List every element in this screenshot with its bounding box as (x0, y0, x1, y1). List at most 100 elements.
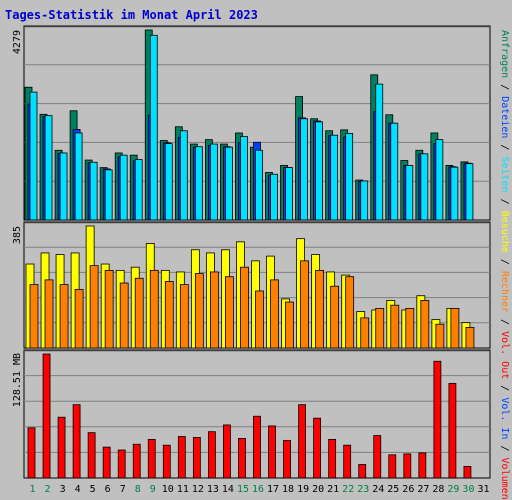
rechner-bar-day-30 (465, 327, 475, 349)
day-label-26: 26 (402, 484, 414, 495)
day-label-6: 6 (105, 484, 111, 495)
volumen-bar-day-6 (102, 446, 111, 479)
day-label-28: 28 (432, 484, 444, 495)
day-label-25: 25 (387, 484, 399, 495)
volumen-bar-day-5 (87, 432, 96, 479)
rechner-bar-day-14 (225, 276, 234, 349)
volumen-bar-day-8 (132, 443, 141, 479)
day-label-30: 30 (462, 484, 474, 495)
seiten-bar-day-15 (240, 136, 248, 221)
volumen-bar-day-25 (388, 454, 397, 479)
day-label-13: 13 (207, 484, 219, 495)
legend-item: Anfragen (499, 30, 510, 78)
legend-item: Vol. In (499, 397, 510, 439)
legend-separator: / (499, 313, 510, 331)
volumen-bar-day-1 (27, 427, 36, 479)
seiten-bar-day-9 (149, 34, 158, 221)
panel-volume (23, 349, 491, 479)
volumen-bar-day-4 (72, 404, 81, 479)
day-label-22: 22 (342, 484, 354, 495)
volumen-bar-day-14 (223, 424, 231, 479)
seiten-bar-day-18 (285, 167, 293, 221)
seiten-bar-day-1 (29, 91, 38, 221)
day-label-17: 17 (267, 484, 279, 495)
rechner-bar-day-23 (360, 317, 370, 349)
volumen-bar-day-3 (57, 416, 66, 479)
seiten-bar-day-5 (89, 161, 98, 221)
day-label-9: 9 (150, 484, 156, 495)
rechner-bar-day-3 (59, 284, 69, 349)
volumen-bar-day-29 (448, 383, 457, 479)
legend-item: Vol. Out (499, 331, 510, 379)
seiten-bar-day-19 (300, 118, 308, 221)
seiten-bar-day-4 (74, 132, 83, 221)
rechner-bar-day-22 (345, 276, 355, 349)
volumen-bar-day-9 (147, 439, 156, 479)
rechner-bar-day-7 (119, 282, 129, 349)
volumen-bar-day-13 (207, 431, 216, 479)
day-label-18: 18 (282, 484, 294, 495)
rechner-bar-day-11 (179, 284, 189, 349)
seiten-bar-day-26 (405, 164, 414, 221)
volumen-bar-day-20 (313, 417, 322, 479)
legend-separator: / (499, 78, 510, 96)
legend-item: Besuche (499, 211, 510, 253)
rechner-bar-day-10 (164, 281, 174, 349)
seiten-bar-day-30 (465, 163, 474, 221)
day-label-27: 27 (417, 484, 429, 495)
day-label-21: 21 (327, 484, 339, 495)
seiten-bar-day-17 (270, 173, 278, 221)
seiten-bar-day-14 (225, 146, 233, 221)
middle-panel-max-label: 385 (12, 226, 23, 244)
seiten-bar-day-12 (194, 146, 203, 221)
rechner-bar-day-24 (375, 307, 385, 349)
seiten-bar-day-6 (104, 169, 113, 221)
day-label-8: 8 (135, 484, 141, 495)
day-label-29: 29 (447, 484, 459, 495)
seiten-bar-day-20 (315, 121, 324, 221)
day-label-1: 1 (30, 484, 36, 495)
seiten-bar-day-3 (59, 152, 68, 221)
rechner-bar-day-18 (285, 301, 294, 349)
seiten-bar-day-28 (435, 139, 444, 221)
bottom-panel-max-label: 128.51 MB (12, 353, 23, 407)
legend-separator: / (499, 193, 510, 211)
volumen-bar-day-23 (358, 464, 367, 479)
rechner-bar-day-17 (270, 279, 279, 349)
day-label-3: 3 (60, 484, 66, 495)
rechner-bar-day-21 (330, 285, 340, 349)
day-label-14: 14 (222, 484, 234, 495)
rechner-bar-day-9 (149, 269, 159, 349)
volumen-bar-day-24 (373, 435, 382, 479)
seiten-bar-day-27 (420, 153, 429, 221)
top-panel-max-label: 4279 (12, 30, 23, 54)
volumen-bar-day-22 (343, 444, 352, 479)
panel-requests-files-pages (23, 25, 491, 221)
volumen-bar-day-16 (253, 415, 261, 479)
day-label-12: 12 (192, 484, 204, 495)
x-axis-day-labels: 1 2 3 4 5 6 7 8 9 10 11 12 13 14 15 16 17 18 19 20 21 22 23 24 2… (30, 484, 490, 495)
right-legend: Anfragen / Dateien / Seiten / Besuche / … (499, 30, 510, 500)
rechner-bar-day-19 (300, 260, 309, 349)
volumen-bar-day-28 (433, 360, 442, 479)
volumen-bar-day-2 (42, 353, 51, 479)
rechner-bar-day-13 (209, 271, 219, 349)
day-label-20: 20 (312, 484, 324, 495)
legend-item: Rechner (499, 271, 510, 313)
volumen-bar-day-12 (192, 437, 201, 479)
seiten-bar-day-13 (209, 143, 218, 221)
rechner-bar-day-6 (104, 269, 114, 349)
legend-item: Seiten (499, 156, 510, 192)
seiten-bar-day-25 (390, 122, 399, 221)
volumen-bar-day-19 (298, 404, 306, 479)
rechner-bar-day-5 (89, 265, 99, 349)
volumen-bar-day-10 (162, 444, 171, 479)
day-label-11: 11 (177, 484, 189, 495)
seiten-bar-day-2 (44, 115, 53, 221)
rechner-bar-day-28 (435, 323, 445, 349)
legend-separator: / (499, 253, 510, 271)
seiten-bar-day-8 (134, 159, 143, 221)
day-label-19: 19 (297, 484, 309, 495)
rechner-bar-day-2 (44, 279, 54, 349)
